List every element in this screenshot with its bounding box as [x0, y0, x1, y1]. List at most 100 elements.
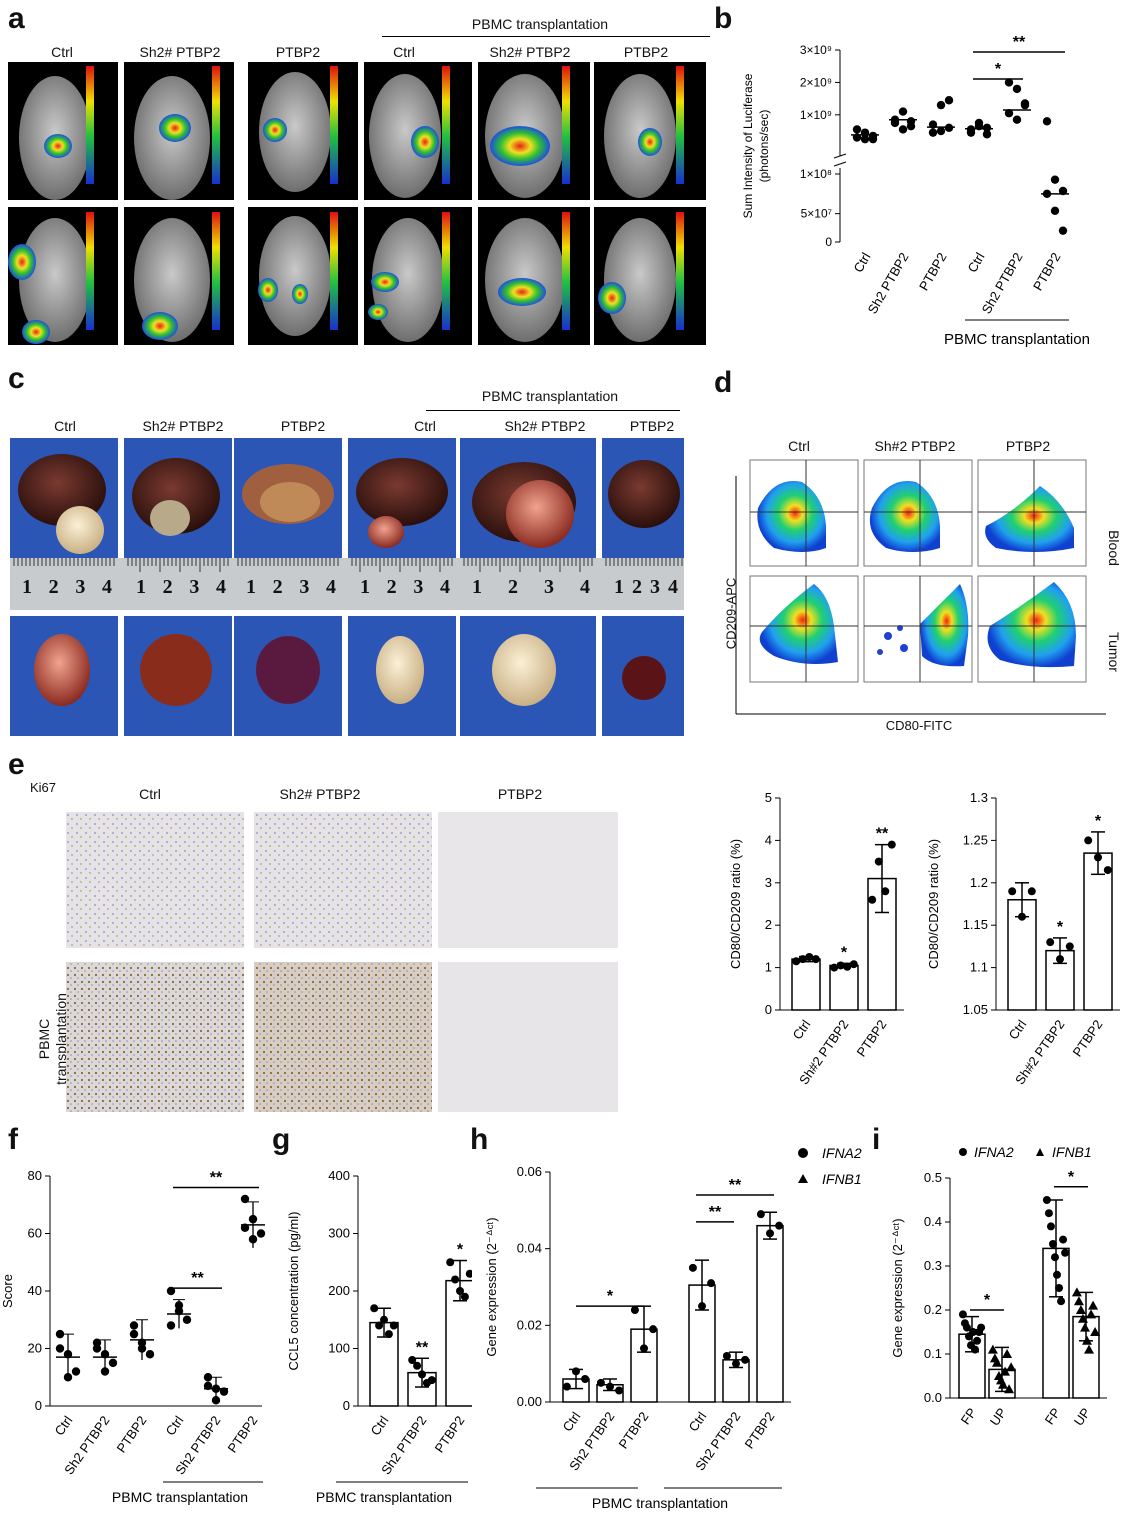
- y-tick-label: 0.0: [924, 1390, 942, 1405]
- y-tick-label: 400: [328, 1168, 350, 1183]
- ruler-number: 4: [668, 576, 678, 598]
- data-point: [640, 1344, 648, 1353]
- data-point: [166, 1321, 176, 1330]
- ruler-number: 3: [413, 576, 424, 598]
- data-point: [707, 1279, 716, 1288]
- ruler-number: 2: [508, 576, 518, 598]
- data-point: [182, 1315, 192, 1324]
- significance-star: *: [607, 1288, 614, 1305]
- data-point: [1084, 836, 1093, 845]
- d-col-ptbp2: PTBP2: [1005, 438, 1051, 454]
- a-col-sh2-ptbp2: Sh2# PTBP2: [139, 44, 221, 60]
- data-point: [606, 1382, 614, 1391]
- data-point: [874, 857, 883, 866]
- e-ihc-grid: [66, 812, 462, 1112]
- data-point: [129, 1321, 139, 1330]
- data-point: [1077, 1313, 1088, 1323]
- data-point: [1061, 1248, 1070, 1257]
- data-point: [370, 1304, 379, 1313]
- e-col-sh2: Sh2# PTBP2: [279, 786, 361, 802]
- data-point: [756, 1210, 765, 1219]
- x-tick-label: Ctrl: [163, 1413, 187, 1438]
- data-point: [380, 1315, 388, 1324]
- significance-star: **: [210, 1170, 223, 1187]
- panel-a: PBMC transplantation Ctrl Sh2# PTBP2 PTB…: [0, 0, 712, 345]
- y-tick-label: 0: [343, 1398, 350, 1413]
- data-point: [805, 953, 814, 961]
- data-point: [256, 1229, 266, 1238]
- legend-marker-ifnb1: [1036, 1148, 1044, 1156]
- data-point: [998, 1379, 1009, 1389]
- y-tick-label: 0: [35, 1398, 42, 1413]
- y-axis-label: Sum Intensity of Luciferase: [741, 73, 755, 218]
- chart-b: 0 5×10⁷ 1×10⁸ 1×10⁹ 2×10⁹ 3×10⁹ Sum Intensity …: [741, 36, 1090, 348]
- ruler-number: 2: [48, 576, 59, 598]
- y-tick-label: 0.06: [517, 1164, 542, 1179]
- data-point: [55, 1344, 65, 1353]
- data-point: [1018, 912, 1026, 921]
- y-tick-label: 0.02: [517, 1317, 542, 1332]
- ruler-number: 3: [189, 576, 200, 598]
- x-tick-label: PTBP2: [616, 1409, 652, 1451]
- y-tick-label: 0.4: [924, 1214, 942, 1229]
- data-point: [1079, 1322, 1090, 1332]
- x-tick-label: UP: [987, 1405, 1010, 1428]
- data-point: [881, 887, 890, 896]
- data-point: [944, 96, 954, 105]
- c-photo-grid: [10, 438, 684, 736]
- y-tick-label: 0.3: [924, 1258, 942, 1273]
- data-point: [1050, 206, 1060, 216]
- data-point: [811, 955, 820, 964]
- ihc-ptbp2-top: [438, 812, 618, 948]
- data-point: [1082, 1335, 1093, 1345]
- significance-star: **: [191, 1270, 204, 1287]
- c-col-sh2: Sh2# PTBP2: [142, 418, 224, 434]
- significance-star: **: [709, 1204, 722, 1221]
- a-row-1: [8, 62, 706, 200]
- data-point: [240, 1223, 250, 1232]
- panel-label-f: f: [8, 1123, 18, 1156]
- y-tick-label: 0.1: [924, 1346, 942, 1361]
- ruler-number: 2: [386, 576, 397, 598]
- bar: [829, 964, 859, 1011]
- ruler-number: 3: [75, 576, 86, 598]
- e-marker-label: Ki67: [30, 780, 57, 795]
- x-tick-label: PTBP2: [916, 250, 950, 293]
- bar: [791, 958, 821, 1011]
- data-point: [1058, 226, 1068, 235]
- data-point: [1059, 1235, 1068, 1244]
- ruler-number: 1: [614, 576, 624, 598]
- significance-star: *: [1095, 813, 1102, 830]
- data-point: [1004, 1384, 1015, 1394]
- ruler-number: 4: [580, 576, 590, 598]
- data-point: [408, 1356, 417, 1364]
- a-col-pbmc-sh2: Sh2# PTBP2: [489, 44, 571, 60]
- x-tick-label: PTBP2: [742, 1409, 778, 1451]
- data-point: [982, 123, 992, 132]
- data-point: [1055, 1284, 1064, 1292]
- legend-label-ifna2: IFNA2: [822, 1145, 862, 1161]
- data-point: [55, 1329, 65, 1339]
- data-point: [1006, 1362, 1017, 1372]
- data-point: [460, 1292, 469, 1301]
- panel-label-e: e: [8, 748, 25, 781]
- data-point: [991, 1357, 1002, 1367]
- data-point: [966, 128, 976, 137]
- y-tick-label: 1.1: [970, 960, 988, 975]
- data-point: [615, 1386, 624, 1395]
- data-point: [928, 128, 938, 137]
- data-point: [798, 955, 807, 964]
- data-point: [375, 1321, 384, 1330]
- data-point: [389, 1321, 398, 1330]
- y-tick-label: 200: [328, 1283, 350, 1298]
- data-point: [240, 1194, 250, 1204]
- x-tick-label: PTBP2: [114, 1413, 150, 1455]
- chart-i: 0.0 0.1 0.2 0.3 0.4 0.5 Gene expression (2⁻ᐞᶜᵗ…: [890, 1144, 1107, 1429]
- x-tick-label: Ctrl: [686, 1409, 710, 1434]
- y-tick-label: 4: [765, 832, 772, 847]
- ruler-number: 1: [246, 576, 256, 598]
- data-point: [1027, 887, 1036, 896]
- panel-label-d: d: [714, 366, 733, 399]
- d-plots: [735, 459, 1106, 715]
